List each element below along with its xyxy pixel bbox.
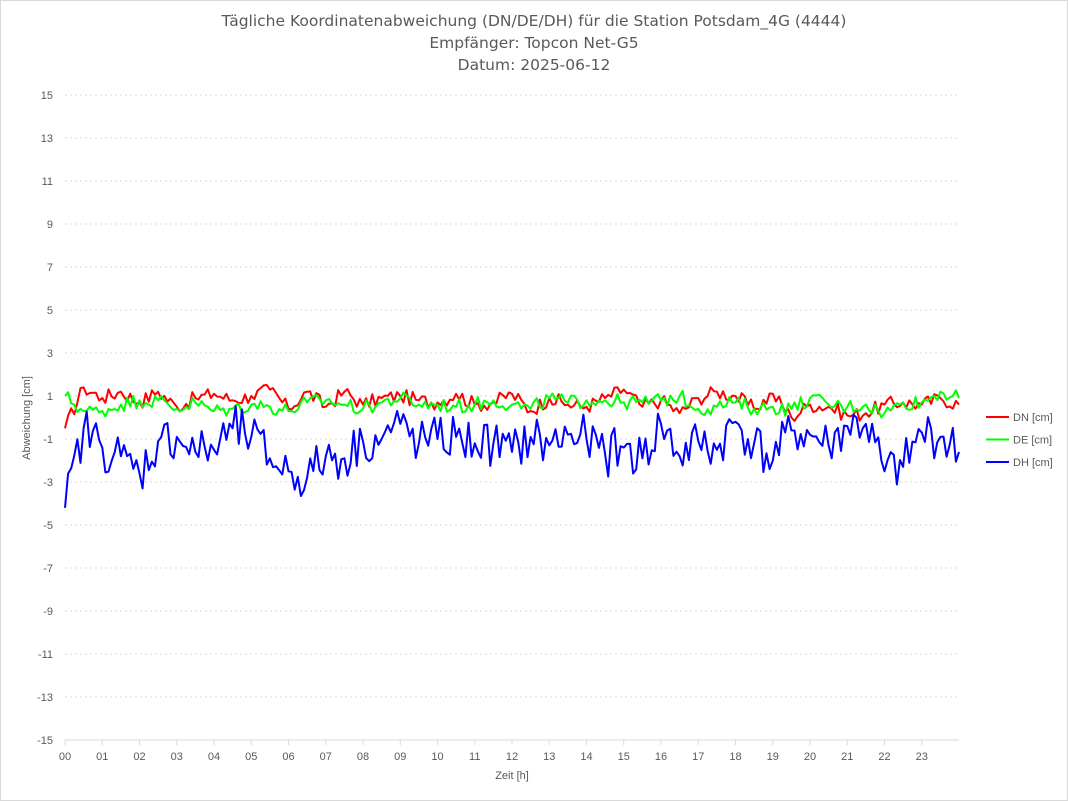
- y-tick-label: -15: [37, 735, 53, 747]
- chart-title-line-2: Empfänger: Topcon Net-G5: [429, 34, 639, 52]
- y-tick-label: -13: [37, 692, 53, 704]
- y-tick-label: 1: [47, 391, 53, 403]
- y-tick-label: 7: [47, 262, 53, 274]
- x-tick-label: 06: [282, 751, 294, 763]
- y-tick-label: -1: [43, 434, 53, 446]
- y-axis-ticks: 15 13 11 9 7 5 3 1 -1 -3 -5 -7 -9 -11 -13 -15: [37, 90, 53, 747]
- x-tick-label: 00: [59, 751, 71, 763]
- series-lines: [64, 384, 960, 508]
- x-axis-title: Zeit [h]: [495, 770, 529, 782]
- x-tick-label: 05: [245, 751, 257, 763]
- x-axis-ticks: 00 01 02 03 04 05 06 07 08 09 10 11 12 13 14 15 16 17 18 19…: [59, 739, 959, 763]
- legend-label: DN [cm]: [1013, 412, 1053, 424]
- y-tick-label: -5: [43, 520, 53, 532]
- legend-item: DN [cm]: [986, 412, 1053, 424]
- x-tick-label: 10: [431, 751, 443, 763]
- chart-title-line-1: Tägliche Koordinatenabweichung (DN/DE/DH…: [221, 12, 847, 30]
- chart-title: Tägliche Koordinatenabweichung (DN/DE/DH…: [0, 10, 1068, 76]
- chart-title-line-3: Datum: 2025-06-12: [457, 56, 611, 74]
- legend-item: DE [cm]: [986, 435, 1052, 447]
- x-tick-label: 03: [171, 751, 183, 763]
- y-axis-title: Abweichung [cm]: [21, 376, 33, 460]
- x-tick-label: 13: [543, 751, 555, 763]
- series-line-de: [64, 389, 960, 419]
- x-tick-label: 07: [320, 751, 332, 763]
- legend-label: DE [cm]: [1013, 435, 1052, 447]
- x-tick-label: 21: [841, 751, 853, 763]
- y-tick-label: 9: [47, 219, 53, 231]
- y-tick-label: 3: [47, 348, 53, 360]
- x-tick-label: 20: [804, 751, 816, 763]
- x-tick-label: 18: [729, 751, 741, 763]
- legend: DN [cm] DE [cm] DH [cm]: [986, 412, 1053, 469]
- legend-item: DH [cm]: [986, 457, 1053, 469]
- y-tick-label: 15: [41, 90, 53, 102]
- x-tick-label: 02: [133, 751, 145, 763]
- y-tick-label: -11: [38, 649, 53, 661]
- x-tick-label: 09: [394, 751, 406, 763]
- x-tick-label: 15: [618, 751, 630, 763]
- x-tick-label: 11: [469, 751, 480, 763]
- series-line-dh: [64, 405, 960, 508]
- x-tick-label: 23: [916, 751, 928, 763]
- y-tick-label: -9: [43, 606, 53, 618]
- x-tick-label: 04: [208, 751, 220, 763]
- y-tick-label: 11: [42, 176, 53, 188]
- x-tick-label: 12: [506, 751, 518, 763]
- x-tick-label: 22: [878, 751, 890, 763]
- gridlines: [65, 94, 959, 741]
- y-tick-label: 5: [47, 305, 53, 317]
- x-tick-label: 16: [655, 751, 667, 763]
- series-line-dn: [64, 384, 960, 429]
- y-tick-label: -3: [43, 477, 53, 489]
- y-tick-label: 13: [41, 133, 53, 145]
- y-tick-label: -7: [43, 563, 53, 575]
- legend-label: DH [cm]: [1013, 457, 1053, 469]
- x-tick-label: 08: [357, 751, 369, 763]
- x-tick-label: 19: [767, 751, 779, 763]
- x-tick-label: 01: [96, 751, 108, 763]
- x-tick-label: 14: [580, 751, 592, 763]
- x-tick-label: 17: [692, 751, 704, 763]
